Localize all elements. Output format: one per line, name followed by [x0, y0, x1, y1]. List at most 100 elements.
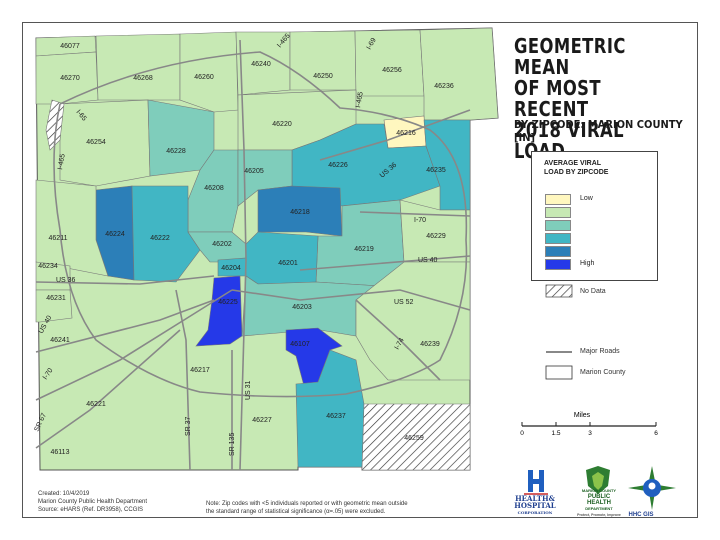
legend-nodata-label: No Data [580, 288, 606, 295]
major-roads [35, 39, 471, 471]
zip-label: 46216 [396, 130, 416, 137]
zip-label: 46225 [218, 299, 238, 306]
road-label: US 40 [418, 257, 438, 264]
zip-area-46259[interactable] [361, 403, 471, 471]
road-label: I-465 [57, 153, 67, 170]
zip-area-46211[interactable] [35, 179, 109, 277]
zip-label: 46268 [133, 75, 153, 82]
zip-label: 46228 [166, 148, 186, 155]
legend-swatch-2 [545, 207, 571, 218]
zip-label: 46259 [404, 435, 424, 442]
scale-tick: 3 [588, 430, 592, 437]
legend-low-label: Low [580, 195, 593, 202]
zip-label: 46240 [251, 61, 271, 68]
mcphd-shield-icon [586, 466, 610, 494]
title-line: OF MOST RECENT [514, 76, 601, 121]
legend-swatch-high [545, 259, 571, 270]
legend-swatch-low [545, 194, 571, 205]
note-line: the standard range of statistical signif… [206, 509, 386, 515]
county-swatch [545, 365, 573, 380]
zip-label: 46256 [382, 67, 402, 74]
legend-county-label: Marion County [580, 369, 626, 376]
scale-bar: Miles 0 1.5 3 6 [520, 412, 658, 437]
road-label: US 31 [245, 380, 252, 400]
hhc-line: HOSPITAL [514, 501, 556, 510]
zip-label: 46224 [105, 231, 125, 238]
zip-label: 46227 [252, 417, 272, 424]
zip-label: 46202 [212, 241, 232, 248]
zip-label: 46113 [51, 449, 70, 456]
zip-area-46270[interactable] [35, 51, 99, 105]
road-label: US 52 [394, 299, 414, 306]
legend-swatch-4 [545, 233, 571, 244]
zip-label: 46221 [86, 401, 106, 408]
zip-label: 46237 [326, 413, 346, 420]
mcphd-line: DEPARTMENT [585, 506, 613, 511]
map-title: GEOMETRIC MEAN OF MOST RECENT 2018 VIRAL… [514, 36, 662, 162]
scale-title: Miles [574, 412, 591, 419]
zip-label: 46250 [313, 73, 333, 80]
zip-area-46225[interactable] [195, 275, 243, 347]
hhc-logo-text: HEALTH& HOSPITAL CORPORATION [505, 495, 565, 516]
nodata-swatch [545, 284, 573, 298]
zip-label: 46205 [244, 168, 264, 175]
mcphd-line: MARION COUNTY [581, 488, 617, 493]
zip-label: 46220 [272, 121, 292, 128]
zip-label: 46203 [292, 304, 312, 311]
zip-label: 46235 [426, 167, 446, 174]
gis-compass-icon [628, 466, 676, 510]
map-subtitle: BY ZIPCODE: MARION COUNTY [IN] [514, 118, 683, 144]
zip-label: 46229 [426, 233, 446, 240]
zip-area-46250[interactable] [289, 30, 357, 91]
legend-swatch-3 [545, 220, 571, 231]
zip-label: 46241 [50, 337, 70, 344]
zip-label: 46217 [190, 367, 210, 374]
note-line: Note: Zip codes with <5 individuals repo… [206, 501, 408, 507]
mcphd-line: HEALTH [587, 500, 611, 506]
hhc-line: CORPORATION [517, 510, 553, 515]
credit-line: Created: 10/4/2019 [38, 491, 90, 497]
legend-swatch-5 [545, 246, 571, 257]
legend-title-line: LOAD BY ZIPCODE [544, 169, 609, 176]
legend-extras [545, 284, 573, 380]
credit-line: Marion County Public Health Department [38, 499, 148, 505]
zip-label: 46077 [60, 43, 80, 50]
road-label: US 36 [56, 277, 76, 284]
legend-title: AVERAGE VIRAL LOAD BY ZIPCODE [544, 159, 608, 177]
zip-label: 46239 [420, 341, 440, 348]
zip-label: 46260 [194, 74, 214, 81]
zip-label: 46222 [150, 235, 170, 242]
zip-label: 46201 [278, 260, 298, 267]
zip-area-46236[interactable] [419, 27, 499, 121]
scale-tick: 1.5 [551, 430, 560, 437]
zip-label: 46254 [86, 139, 106, 146]
title-line: GEOMETRIC MEAN [514, 34, 626, 79]
legend-high-label: High [580, 260, 595, 267]
legend-title-line: AVERAGE VIRAL [544, 160, 602, 167]
zip-area-46260[interactable] [179, 31, 239, 113]
zip-label: 46208 [204, 185, 224, 192]
zip-label: 46211 [49, 235, 68, 242]
zip-area-46268[interactable] [95, 33, 181, 101]
zip-label: 46107 [290, 341, 310, 348]
scale-tick: 6 [654, 430, 658, 437]
zip-area-46231[interactable] [35, 289, 73, 323]
zip-area-46237[interactable] [295, 349, 365, 468]
road-label: SR 37 [185, 416, 192, 436]
zip-label: 46226 [328, 162, 348, 169]
zip-area-46256[interactable] [354, 29, 425, 97]
zip-label: 46218 [290, 209, 310, 216]
map-credits: Created: 10/4/2019 Marion County Public … [38, 490, 147, 514]
hhc-logo [524, 470, 548, 495]
zip-label: 46204 [221, 265, 241, 272]
zip-label: 46236 [434, 83, 454, 90]
credit-line: Source: eHARS (Ref. DR3958), CCGIS [38, 507, 144, 513]
legend-box: AVERAGE VIRAL LOAD BY ZIPCODE Low High [531, 151, 658, 281]
zip-area-46201[interactable] [245, 231, 319, 285]
hhc-line: HEALTH& [515, 494, 555, 503]
road-label: SR 135 [229, 433, 236, 456]
mcphd-line: PUBLIC [587, 494, 611, 500]
zip-area-46254[interactable] [59, 99, 151, 187]
road-label: I-70 [414, 217, 426, 224]
